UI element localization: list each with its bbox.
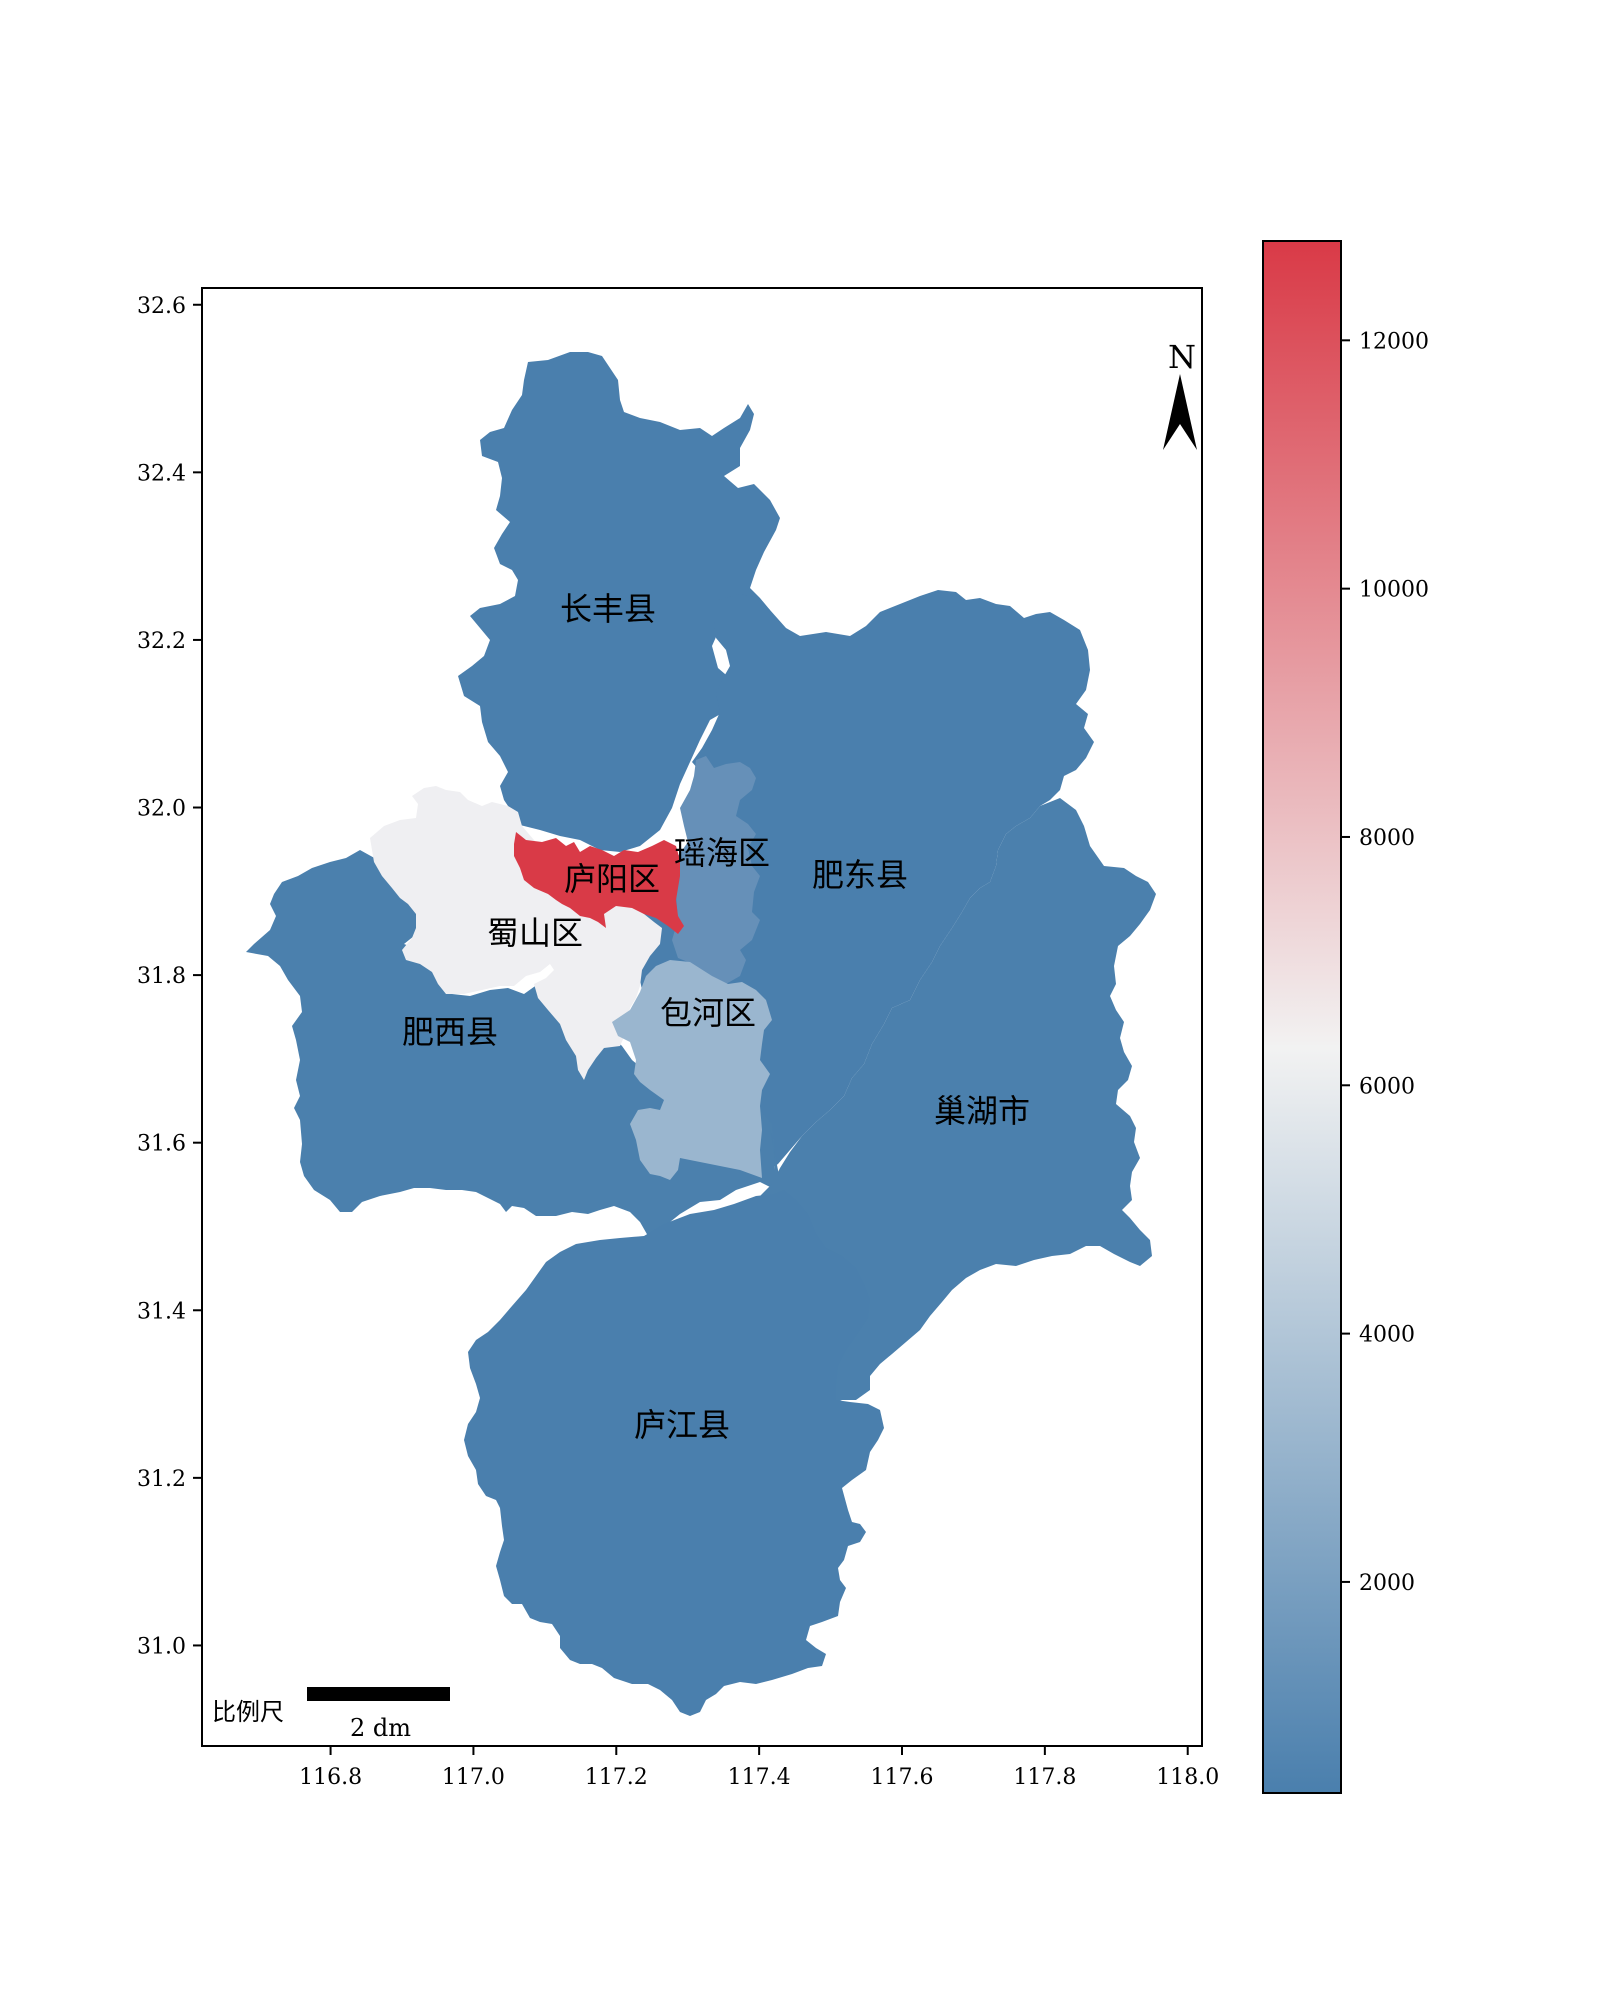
region-label-shushan: 蜀山区	[487, 914, 583, 952]
region-baohe	[612, 960, 772, 1180]
y-tick-label: 31.4	[137, 1299, 186, 1324]
x-tick-label: 117.8	[1013, 1765, 1076, 1790]
colorbar-tick-label: 8000	[1359, 826, 1415, 851]
y-tick-label: 31.8	[137, 964, 186, 989]
colorbar-ticks: 12000 10000 8000 6000 4000 2000	[1341, 329, 1429, 1596]
region-label-chaohu: 巢湖市	[934, 1092, 1030, 1130]
x-tick-label: 116.8	[299, 1765, 362, 1790]
north-arrow-icon	[1163, 374, 1197, 450]
scale-bar: 比例尺 2 dm	[212, 1687, 450, 1742]
y-tick-label: 32.6	[137, 294, 186, 319]
y-tick-label: 31.0	[137, 1634, 186, 1659]
region-label-feidong: 肥东县	[812, 856, 908, 894]
y-tick-label: 31.2	[137, 1467, 186, 1492]
scale-bar-title: 比例尺	[212, 1698, 284, 1726]
x-tick-label: 117.4	[728, 1765, 791, 1790]
region-label-yaohai: 瑶海区	[674, 834, 770, 872]
north-arrow: N	[1163, 338, 1197, 450]
region-label-luyang: 庐阳区	[564, 860, 660, 898]
colorbar-tick-label: 10000	[1359, 578, 1429, 603]
region-label-lujiang: 庐江县	[634, 1406, 730, 1444]
y-tick-label: 32.2	[137, 629, 186, 654]
region-lujiang	[464, 1190, 884, 1716]
region-labels: 长丰县 肥东县 肥西县 巢湖市 庐江县 蜀山区 包河区 瑶海区 庐阳区	[402, 590, 1030, 1444]
scale-bar-rect	[307, 1687, 450, 1701]
colorbar	[1262, 240, 1342, 1794]
region-label-baohe: 包河区	[660, 994, 756, 1032]
region-changfeng	[458, 352, 780, 852]
y-tick-label: 31.6	[137, 1132, 186, 1157]
region-yaohai	[670, 756, 760, 984]
x-tick-label: 117.2	[585, 1765, 648, 1790]
region-label-feixi: 肥西县	[402, 1013, 498, 1051]
map-regions	[246, 352, 1156, 1716]
colorbar-tick-label: 4000	[1359, 1323, 1415, 1348]
x-tick-label: 117.6	[871, 1765, 934, 1790]
y-tick-label: 32.4	[137, 461, 186, 486]
y-axis-ticks: 32.6 32.4 32.2 32.0 31.8 31.6 31.4 31.2 31.0	[137, 294, 202, 1659]
region-label-changfeng: 长丰县	[560, 590, 656, 628]
x-tick-label: 118.0	[1156, 1765, 1219, 1790]
colorbar-tick-label: 2000	[1359, 1571, 1415, 1596]
scale-bar-unit: 2 dm	[350, 1714, 411, 1742]
region-luyang	[514, 832, 684, 934]
north-label: N	[1168, 338, 1196, 376]
region-shushan	[370, 786, 662, 1080]
x-tick-label: 117.0	[442, 1765, 505, 1790]
y-tick-label: 32.0	[137, 797, 186, 822]
x-axis-ticks: 116.8 117.0 117.2 117.4 117.6 117.8 118.0	[299, 1746, 1219, 1790]
colorbar-tick-label: 6000	[1359, 1074, 1415, 1099]
colorbar-tick-label: 12000	[1359, 329, 1429, 354]
